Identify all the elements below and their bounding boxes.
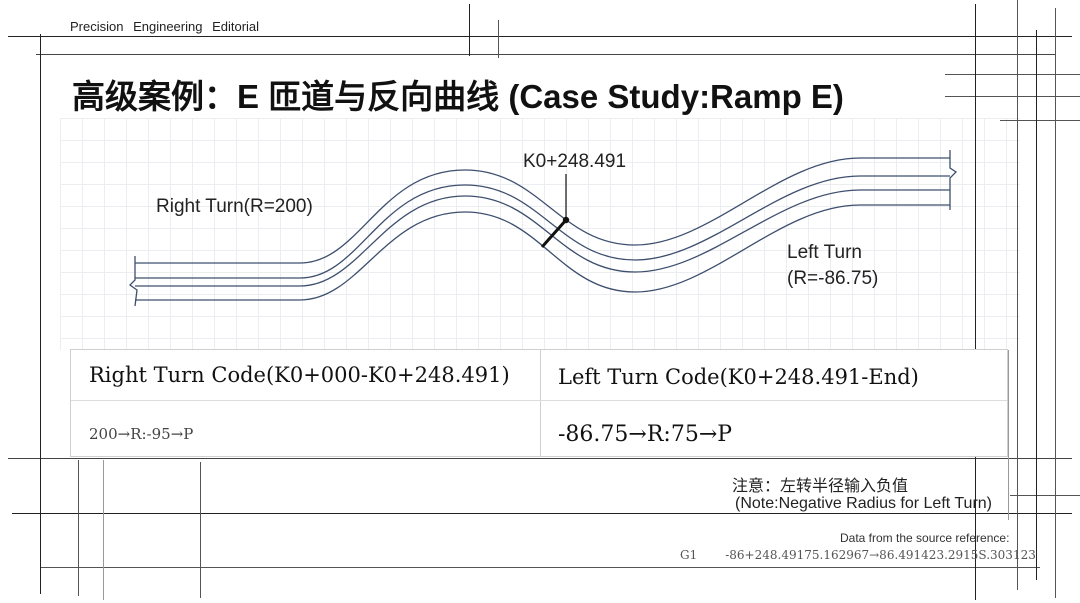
left-turn-code-header: Left Turn Code(K0+248.491-End) — [558, 365, 919, 389]
frame-vline-right-2 — [1017, 0, 1018, 590]
source-code: G1 — [680, 548, 698, 562]
frame-vline-top-mid — [469, 4, 470, 56]
road-edge-outer-1 — [135, 157, 950, 264]
frame-line-right-b — [1000, 120, 1080, 121]
frame-line-under-title — [945, 96, 1080, 97]
note-chinese: 注意：左转半径输入负值 — [732, 478, 909, 495]
frame-vline-right-4 — [1055, 8, 1056, 598]
frame-line-mid — [8, 458, 1072, 459]
station-section-line — [540, 219, 568, 248]
left-turn-code-value: -86.75→R:75→P — [558, 422, 733, 447]
source-label: Data from the source reference: — [840, 531, 1010, 545]
frame-line-bottom-2 — [40, 567, 1040, 568]
frame-vline-right-1 — [975, 4, 976, 600]
frame-vline-left-3 — [103, 460, 104, 600]
break-line-left — [128, 256, 138, 307]
frame-line-top — [8, 36, 1072, 37]
frame-vline-right-5 — [1008, 350, 1009, 520]
source-values: -86+248.49175.162967→86.491423.2915S.303… — [725, 548, 1036, 562]
code-table-divider — [540, 350, 541, 456]
right-turn-label: Right Turn(R=200) — [156, 196, 313, 217]
frame-vline-left — [40, 34, 41, 594]
road-edge-outer-2 — [135, 175, 950, 279]
grid-background — [60, 118, 1020, 350]
frame-line-top-2 — [36, 54, 1056, 55]
road-edge-inner-1 — [135, 189, 950, 287]
frame-line-right-a — [945, 74, 1080, 75]
frame-line-right-c — [1010, 495, 1080, 496]
source-data-line: G1 -86+248.49175.162967→86.491423.2915S.3… — [680, 548, 1036, 562]
frame-vline-left-2 — [78, 460, 79, 596]
frame-vline-left-4 — [200, 462, 201, 598]
road-edge-inner-2 — [135, 204, 950, 301]
frame-line-bottom — [12, 513, 1072, 514]
frame-vline-right-3 — [1036, 30, 1037, 580]
left-turn-radius-label: (R=-86.75) — [787, 268, 879, 289]
code-table: Right Turn Code(K0+000-K0+248.491) Left … — [70, 349, 1008, 457]
break-line-right — [949, 150, 958, 210]
station-label: K0+248.491 — [523, 151, 627, 172]
note-english: (Note:Negative Radius for Left Turn) — [735, 495, 993, 512]
page-title: 高级案例：E 匝道与反向曲线 (Case Study:Ramp E) — [72, 78, 844, 115]
right-turn-code-header: Right Turn Code(K0+000-K0+248.491) — [89, 363, 510, 387]
frame-vline-top-mid-2 — [498, 20, 499, 58]
left-turn-label: Left Turn — [787, 242, 862, 263]
right-turn-code-value: 200→R:-95→P — [89, 425, 194, 443]
header-publisher: Precision Engineering Editorial — [70, 19, 260, 34]
code-table-row-divider — [71, 400, 1007, 401]
